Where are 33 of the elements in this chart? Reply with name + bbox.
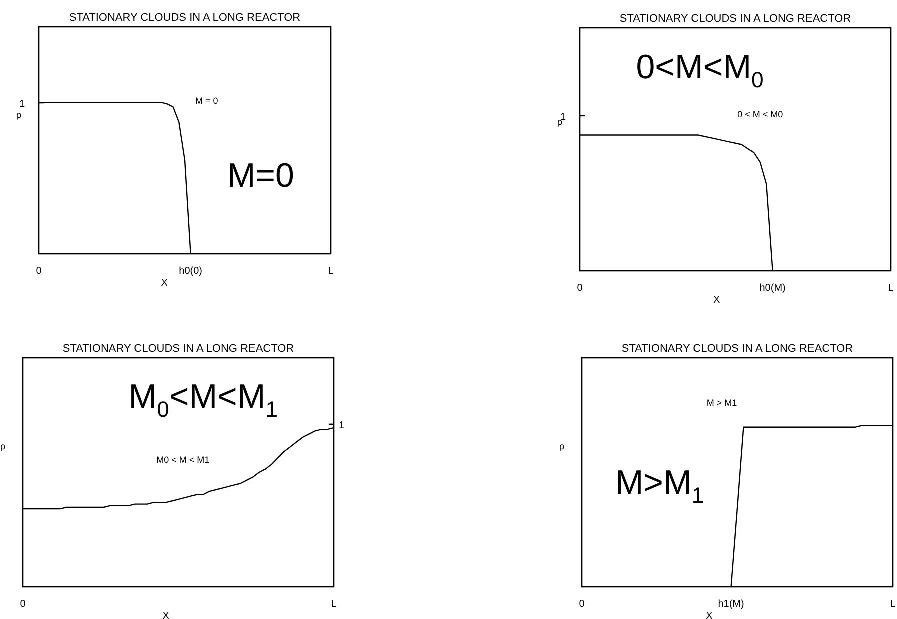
x-tick-label: 0 xyxy=(577,283,584,294)
text: 0<M<M$_{0}$ xyxy=(636,48,764,93)
text: M > M1 xyxy=(706,398,738,408)
x-tick-label: h0(M) xyxy=(760,283,786,294)
x-axis-title: X xyxy=(161,278,168,289)
x-tick-label: h1(M) xyxy=(718,599,744,610)
text: 0 < M < M0 xyxy=(738,110,784,120)
y-axis-title: ρ xyxy=(0,442,6,452)
text: M$_{0}$<M<M$_{1}$ xyxy=(128,378,278,423)
x-tick-label: 0 xyxy=(579,599,586,610)
x-tick-label: L xyxy=(328,266,334,277)
chart-title: STATIONARY CLOUDS IN A LONG REACTOR xyxy=(62,343,294,355)
chart-title: STATIONARY CLOUDS IN A LONG REACTOR xyxy=(69,12,301,24)
chart-title: STATIONARY CLOUDS IN A LONG REACTOR xyxy=(622,343,854,355)
x-tick-label: L xyxy=(331,599,338,610)
x-tick-label: L xyxy=(888,283,894,294)
annotation: M0 < M < M1 xyxy=(156,455,210,466)
text: 1 xyxy=(19,99,26,110)
x-axis-title: X xyxy=(714,295,721,306)
y-axis-title: ρ xyxy=(559,442,565,452)
text: 1 xyxy=(339,420,345,432)
annotation: M = 0 xyxy=(196,96,218,106)
x-tick-label: 0 xyxy=(36,266,42,277)
y-axis-title: ρ xyxy=(557,117,563,128)
annotation: M=0 xyxy=(227,156,294,195)
x-tick-label: h0(0) xyxy=(179,266,203,277)
x-tick-label: L xyxy=(890,599,896,610)
x-axis-title: X xyxy=(162,611,170,619)
x-axis-title: X xyxy=(706,611,714,619)
chart-title: STATIONARY CLOUDS IN A LONG REACTOR xyxy=(620,13,852,25)
annotation: M>M$_{1}$ xyxy=(615,464,704,508)
y-axis-title: ρ xyxy=(16,110,22,120)
x-tick-label: 0 xyxy=(20,599,26,610)
